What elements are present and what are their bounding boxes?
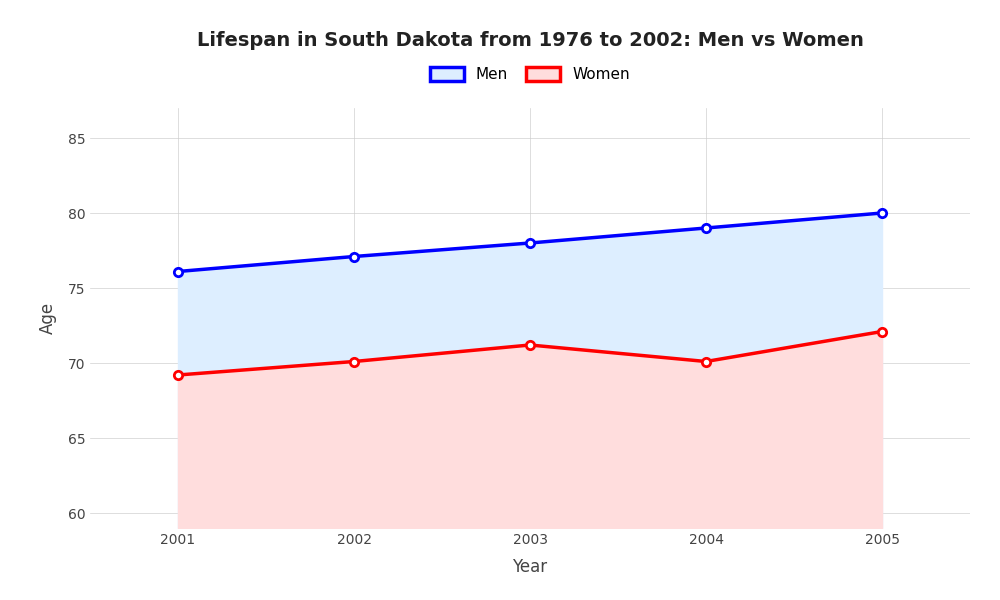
Y-axis label: Age: Age xyxy=(38,302,56,334)
X-axis label: Year: Year xyxy=(512,558,548,576)
Legend: Men, Women: Men, Women xyxy=(424,61,636,88)
Title: Lifespan in South Dakota from 1976 to 2002: Men vs Women: Lifespan in South Dakota from 1976 to 20… xyxy=(197,31,863,49)
